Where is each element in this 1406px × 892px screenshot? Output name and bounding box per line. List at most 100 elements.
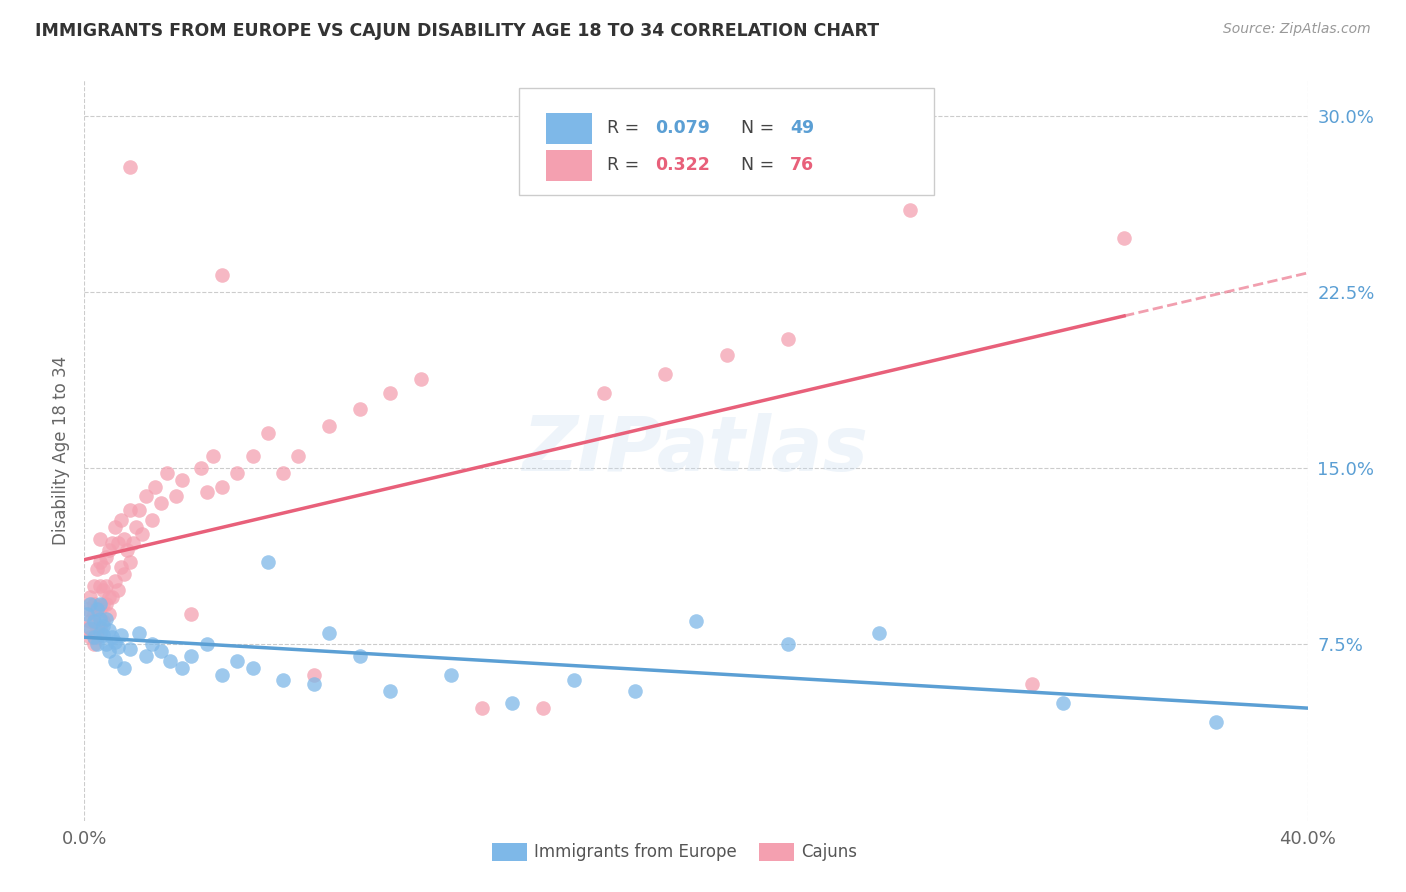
Point (110, 628, 132, 642)
Point (107, 536, 129, 550)
Point (91, 628, 114, 642)
Point (79, 614, 101, 628)
Point (502, 696, 524, 710)
Point (83, 630, 105, 644)
Text: 0.322: 0.322 (655, 156, 710, 175)
Point (257, 555, 280, 569)
Point (135, 649, 157, 664)
Point (471, 701, 494, 715)
Point (716, 348, 738, 362)
Point (165, 489, 187, 503)
Point (180, 649, 202, 664)
Point (97, 591, 120, 605)
Text: Source: ZipAtlas.com: Source: ZipAtlas.com (1223, 22, 1371, 37)
Point (76, 621, 98, 635)
Point (172, 661, 194, 675)
Point (86, 562, 108, 576)
Point (86, 637, 108, 651)
Point (94, 637, 117, 651)
Point (79, 630, 101, 644)
Point (104, 520, 127, 534)
Point (94, 598, 117, 612)
FancyBboxPatch shape (519, 87, 935, 195)
Text: 76: 76 (790, 156, 814, 175)
Point (898, 202, 921, 217)
Point (131, 527, 153, 541)
Point (89, 598, 111, 612)
Point (83, 579, 105, 593)
Point (79, 621, 101, 635)
Point (257, 425, 280, 440)
Point (91, 598, 114, 612)
Text: ZIPatlas: ZIPatlas (523, 414, 869, 487)
Point (101, 591, 124, 605)
Point (287, 450, 309, 464)
Point (76, 607, 98, 621)
Point (76, 602, 98, 616)
Point (83, 614, 105, 628)
Point (141, 513, 163, 527)
Point (107, 583, 129, 598)
Point (83, 607, 105, 621)
Point (89, 611, 111, 625)
Point (97, 624, 120, 638)
Point (201, 450, 224, 464)
Y-axis label: Disability Age 18 to 34: Disability Age 18 to 34 (52, 356, 70, 545)
Point (89, 555, 111, 569)
Point (143, 480, 166, 494)
Point (440, 668, 463, 682)
Point (91, 618, 114, 632)
Point (120, 555, 142, 569)
Point (135, 489, 157, 503)
Text: N =: N = (741, 120, 780, 137)
Point (107, 640, 129, 654)
Point (112, 661, 135, 675)
Point (226, 466, 249, 480)
Point (776, 637, 799, 651)
Point (271, 673, 294, 687)
Point (79, 598, 101, 612)
Point (120, 160, 142, 174)
FancyBboxPatch shape (546, 150, 592, 181)
Point (115, 543, 138, 558)
Point (91, 559, 114, 574)
Text: R =: R = (606, 120, 644, 137)
Point (349, 649, 371, 664)
Text: IMMIGRANTS FROM EUROPE VS CAJUN DISABILITY AGE 18 TO 34 CORRELATION CHART: IMMIGRANTS FROM EUROPE VS CAJUN DISABILI… (35, 22, 879, 40)
Point (94, 611, 117, 625)
Point (94, 550, 117, 565)
Point (318, 625, 340, 640)
Point (654, 367, 676, 381)
Point (226, 654, 249, 668)
Point (776, 332, 799, 346)
Point (1205, 714, 1227, 729)
Point (149, 496, 172, 510)
Point (531, 701, 554, 715)
Text: 49: 49 (790, 120, 814, 137)
Point (97, 644, 120, 658)
Point (110, 513, 132, 527)
Point (211, 480, 233, 494)
Point (79, 591, 101, 605)
Point (242, 450, 264, 464)
Point (156, 466, 179, 480)
Point (97, 607, 120, 621)
Point (94, 579, 117, 593)
Point (91, 583, 114, 598)
Point (86, 630, 108, 644)
Point (128, 625, 150, 640)
Point (112, 566, 135, 581)
Point (149, 644, 172, 658)
Text: 0.079: 0.079 (655, 120, 710, 137)
Point (97, 543, 120, 558)
Text: N =: N = (741, 156, 780, 175)
Point (89, 602, 111, 616)
Point (112, 532, 135, 546)
Point (125, 520, 148, 534)
Point (318, 418, 340, 433)
Point (302, 668, 325, 682)
Point (562, 673, 585, 687)
Point (624, 684, 647, 698)
Point (83, 598, 105, 612)
Point (89, 625, 111, 640)
